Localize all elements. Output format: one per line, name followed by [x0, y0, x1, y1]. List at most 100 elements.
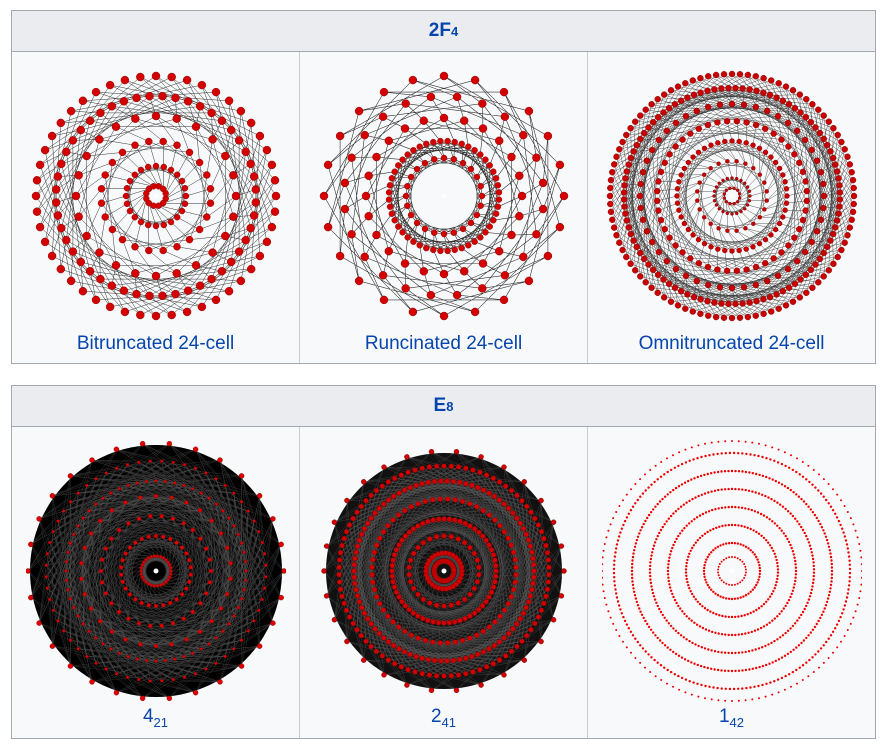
vertex [352, 580, 358, 587]
vertex [783, 688, 786, 691]
vertex [172, 114, 181, 123]
caption[interactable]: 241 [300, 706, 587, 730]
caption[interactable]: Runcinated 24-cell [300, 333, 587, 355]
caption-text: Bitruncated 24-cell [76, 333, 235, 354]
vertex [184, 500, 189, 505]
vertex [823, 141, 831, 149]
vertex [719, 544, 722, 547]
vertex [661, 225, 668, 233]
caption[interactable]: 142 [588, 706, 875, 730]
vertex [622, 523, 625, 527]
vertex [148, 459, 152, 463]
vertex [638, 532, 641, 535]
vertex [82, 151, 91, 161]
vertex [239, 597, 244, 601]
vertex [842, 531, 845, 534]
vertex [710, 649, 713, 652]
vertex [859, 590, 862, 593]
vertex [619, 531, 622, 534]
vertex [480, 487, 487, 493]
vertex [404, 682, 410, 688]
vertex [558, 593, 565, 599]
vertex [654, 187, 661, 195]
vertex [765, 663, 768, 667]
vertex [735, 199, 740, 204]
vertex [654, 505, 657, 508]
vertex [695, 260, 703, 267]
vertex [64, 569, 68, 573]
vertex [232, 491, 236, 495]
vertex [619, 246, 626, 254]
vertex [368, 515, 374, 521]
vertex [492, 557, 498, 563]
vertex [441, 620, 447, 626]
vertex [478, 99, 487, 108]
vertex [514, 492, 520, 499]
vertex [85, 654, 89, 659]
vertex [839, 523, 842, 527]
vertex [182, 675, 187, 680]
vertex [396, 490, 402, 496]
vertex [719, 595, 722, 598]
vertex [825, 118, 833, 125]
caption[interactable]: Bitruncated 24-cell [12, 333, 299, 355]
vertex [792, 491, 795, 494]
vertex [344, 497, 350, 504]
vertex [385, 613, 391, 620]
vertex [768, 477, 771, 480]
caption[interactable]: Omnitruncated 24-cell [588, 333, 875, 355]
vertex [148, 514, 153, 519]
vertex [714, 185, 719, 189]
vertex [723, 267, 731, 275]
vertex [650, 554, 653, 557]
vertex [453, 449, 460, 455]
vertex [618, 604, 621, 607]
vertex [232, 524, 236, 528]
vertex [811, 554, 814, 557]
vertex [337, 586, 344, 592]
vertex [708, 685, 711, 688]
vertex [710, 490, 713, 493]
vertex [161, 534, 166, 540]
vertex [452, 639, 459, 645]
vertex [519, 130, 528, 140]
vertex [812, 124, 819, 131]
vertex [441, 193, 447, 199]
vertex [764, 695, 767, 698]
vertex [844, 600, 848, 603]
vertex [494, 246, 504, 256]
vertex [78, 286, 88, 296]
vertex [678, 451, 681, 454]
vertex [225, 591, 230, 597]
caption[interactable]: 421 [12, 706, 299, 730]
vertex [496, 639, 503, 645]
vertex [776, 165, 783, 172]
vertex [659, 528, 663, 532]
vertex [739, 596, 742, 599]
vertex [478, 284, 487, 293]
vertex [101, 496, 105, 500]
vertex [271, 191, 281, 201]
vertex [163, 479, 168, 484]
vertex [62, 147, 71, 157]
vertex [195, 225, 204, 234]
vertex [725, 582, 728, 585]
vertex [123, 200, 131, 208]
vertex [644, 619, 647, 623]
vertex [404, 182, 411, 190]
vertex [633, 590, 636, 593]
vertex [681, 165, 688, 172]
vertex [641, 492, 645, 495]
vertex [390, 493, 397, 500]
vertex [637, 135, 644, 143]
vertex [819, 180, 827, 188]
vertex [437, 640, 443, 646]
vertex [670, 468, 673, 472]
vertex [144, 658, 149, 663]
vertex [256, 608, 261, 613]
vertex [661, 159, 668, 167]
vertex [716, 226, 721, 231]
vertex [739, 178, 743, 183]
vertex [406, 564, 412, 571]
vertex [361, 657, 367, 663]
